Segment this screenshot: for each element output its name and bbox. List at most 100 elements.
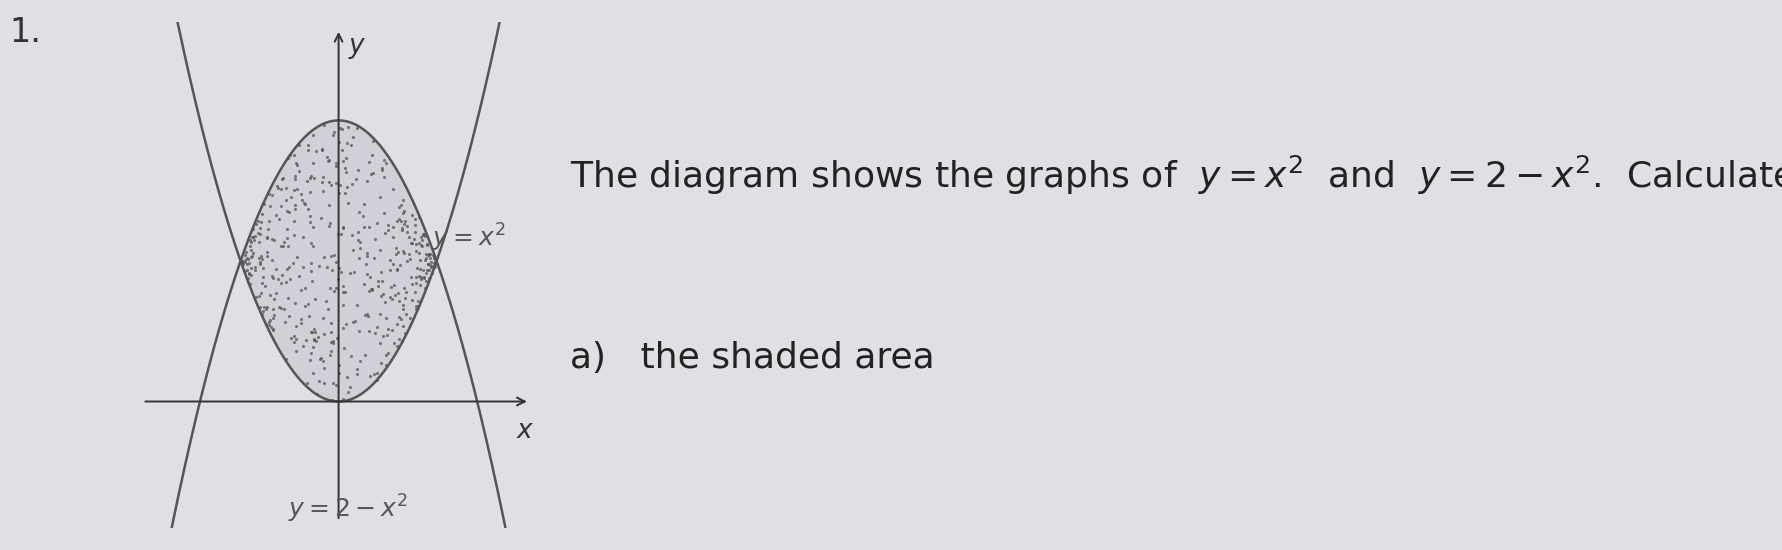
Point — [296, 174, 324, 183]
Point — [367, 359, 396, 368]
Point — [233, 254, 262, 262]
Point — [372, 158, 401, 167]
Point — [274, 262, 303, 271]
Point — [421, 259, 449, 268]
Point — [364, 375, 392, 384]
Point — [266, 184, 294, 193]
Point — [349, 280, 378, 289]
Point — [301, 147, 330, 156]
Point — [401, 288, 429, 296]
Point — [244, 216, 273, 225]
Point — [241, 235, 269, 244]
Point — [392, 257, 421, 266]
Point — [405, 272, 433, 280]
Point — [248, 278, 276, 287]
Point — [339, 245, 367, 254]
Point — [273, 278, 301, 287]
Point — [241, 266, 269, 274]
Point — [264, 182, 292, 190]
Point — [292, 378, 321, 387]
Point — [378, 326, 406, 334]
Point — [381, 243, 410, 252]
Point — [258, 273, 287, 282]
Point — [415, 273, 444, 282]
Point — [299, 223, 328, 232]
Point — [296, 355, 324, 364]
Point — [274, 153, 303, 162]
Point — [228, 257, 257, 266]
Point — [315, 284, 344, 293]
Point — [237, 264, 266, 273]
Point — [412, 276, 440, 285]
Point — [353, 177, 381, 186]
Point — [387, 337, 415, 345]
Text: $y = 2 - x^2$: $y = 2 - x^2$ — [289, 493, 408, 525]
Point — [371, 298, 399, 306]
Point — [337, 140, 365, 149]
Point — [380, 184, 408, 193]
Point — [298, 277, 326, 286]
Point — [390, 293, 419, 302]
Point — [335, 268, 364, 277]
Point — [317, 338, 346, 346]
Point — [233, 255, 262, 264]
Point — [383, 320, 412, 329]
Point — [405, 301, 433, 310]
Point — [388, 301, 417, 310]
Point — [280, 299, 308, 308]
Point — [251, 282, 280, 290]
Point — [282, 322, 310, 331]
Point — [273, 234, 301, 243]
Point — [405, 213, 433, 222]
Point — [360, 254, 388, 262]
Point — [280, 230, 308, 239]
Point — [226, 256, 255, 265]
Point — [308, 178, 337, 186]
Point — [344, 370, 372, 379]
Point — [280, 175, 308, 184]
Point — [403, 240, 431, 249]
Point — [387, 216, 415, 225]
Point — [364, 218, 392, 227]
Point — [326, 229, 355, 238]
Point — [258, 191, 287, 200]
Point — [412, 232, 440, 240]
Point — [319, 337, 347, 345]
Point — [237, 238, 266, 246]
Point — [390, 220, 419, 229]
Point — [319, 128, 347, 136]
Point — [358, 150, 387, 159]
Point — [283, 161, 312, 169]
Point — [308, 145, 337, 153]
Point — [360, 328, 388, 337]
Point — [330, 344, 358, 353]
Point — [333, 183, 362, 191]
Point — [287, 285, 315, 294]
Point — [287, 315, 315, 323]
Point — [282, 334, 310, 343]
Point — [260, 294, 289, 303]
Point — [299, 242, 328, 251]
Point — [307, 354, 335, 363]
Point — [422, 256, 451, 265]
Point — [358, 137, 387, 146]
Point — [285, 140, 314, 149]
Point — [383, 265, 412, 274]
Point — [324, 189, 353, 197]
Point — [413, 260, 442, 268]
Point — [315, 200, 344, 209]
Point — [367, 268, 396, 277]
Point — [380, 339, 408, 348]
Point — [406, 256, 435, 265]
Point — [310, 364, 339, 373]
Point — [342, 175, 371, 184]
Point — [287, 319, 315, 328]
Point — [308, 186, 337, 195]
Point — [233, 270, 262, 279]
Point — [248, 263, 276, 272]
Point — [323, 178, 351, 187]
Point — [299, 336, 328, 345]
Point — [365, 246, 394, 255]
Point — [406, 272, 435, 281]
Point — [401, 228, 429, 236]
